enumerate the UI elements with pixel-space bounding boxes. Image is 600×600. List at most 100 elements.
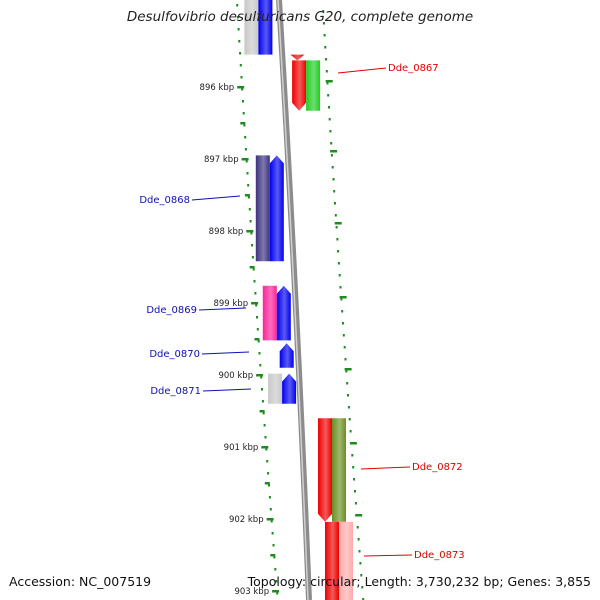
gene-arrow-f-0867-red xyxy=(292,60,307,111)
topology-text: Topology: circular; Length: 3,730,232 bp… xyxy=(247,574,591,589)
tick-dot xyxy=(258,352,261,355)
tick-dot xyxy=(339,286,342,289)
tick-dot xyxy=(276,592,279,595)
gene-arrow-f-0871-blue xyxy=(282,373,297,404)
tick-dot xyxy=(358,550,361,553)
gene-label[interactable]: Dde_0868 xyxy=(139,195,190,206)
minor-tick xyxy=(264,482,270,485)
gene-label[interactable]: Dde_0869 xyxy=(146,305,197,316)
gene-arrow-f-0869-pink xyxy=(262,285,277,341)
tick-dot xyxy=(239,64,242,67)
gene-label[interactable]: Dde_0873 xyxy=(414,550,465,561)
tick-dot xyxy=(270,520,273,523)
major-tick xyxy=(266,518,274,521)
gene-arrow-f-0872-olive xyxy=(332,418,346,522)
tick-dot xyxy=(261,400,264,403)
tick-dot xyxy=(261,388,263,391)
scale-label: 903 kbp xyxy=(234,587,269,597)
tick-dot xyxy=(264,436,267,439)
tick-dot xyxy=(342,334,345,337)
tick-dot xyxy=(251,244,254,247)
tick-dot xyxy=(347,406,350,409)
minor-tick xyxy=(334,222,342,225)
tick-dot xyxy=(335,226,338,229)
tick-dot xyxy=(343,346,346,349)
tick-dot xyxy=(322,22,325,25)
gene-arrow-f-0869-blue xyxy=(276,285,291,341)
tick-dot xyxy=(324,46,327,49)
minor-tick xyxy=(259,410,265,413)
tick-dot xyxy=(361,586,364,589)
gene-arrow-f-top-blue xyxy=(258,0,273,55)
tick-dot xyxy=(272,544,275,547)
tick-dot xyxy=(337,262,340,265)
tick-dot xyxy=(253,280,256,283)
tick-dot xyxy=(352,466,355,469)
tick-dot xyxy=(328,106,330,109)
gene-label[interactable]: Dde_0870 xyxy=(149,349,200,360)
major-tick xyxy=(237,86,245,89)
tick-dot xyxy=(334,202,336,205)
tick-dot xyxy=(266,460,269,463)
tick-dot xyxy=(238,40,241,43)
genome-backbone xyxy=(276,0,312,600)
tick-dot xyxy=(236,16,239,19)
tick-dot xyxy=(334,214,337,217)
scale-label: 899 kbp xyxy=(213,299,248,309)
leader-line xyxy=(191,195,241,201)
tick-dot xyxy=(346,382,349,385)
tick-dot xyxy=(241,88,244,91)
major-tick xyxy=(241,158,249,161)
minor-tick xyxy=(339,296,347,299)
tick-dot xyxy=(332,178,335,181)
gene-label[interactable]: Dde_0871 xyxy=(150,386,201,397)
scale-label: 896 kbp xyxy=(200,83,235,93)
gene-arrow-f-0870-blue xyxy=(279,343,294,368)
minor-tick xyxy=(254,338,260,341)
tick-dot xyxy=(322,10,325,13)
minor-tick xyxy=(330,150,338,153)
tick-dot xyxy=(251,256,254,259)
gene-label[interactable]: Dde_0872 xyxy=(412,462,463,473)
gene-label[interactable]: Dde_0867 xyxy=(388,63,439,74)
leader-line xyxy=(360,466,411,470)
leader-line xyxy=(201,351,250,355)
tick-dot xyxy=(340,298,343,301)
tick-dot xyxy=(323,34,326,37)
major-tick xyxy=(256,374,264,377)
tick-dot xyxy=(248,196,250,199)
tick-dot xyxy=(342,322,344,325)
major-tick xyxy=(261,446,269,449)
minor-tick xyxy=(355,514,363,517)
gene-arrow-f-0867-green xyxy=(306,60,321,111)
tick-dot xyxy=(259,364,262,367)
tick-dot xyxy=(330,142,333,145)
tick-dot xyxy=(267,472,270,475)
tick-dot xyxy=(252,268,255,271)
tick-dot xyxy=(273,556,276,559)
tick-dot xyxy=(344,358,347,361)
tick-dot xyxy=(357,538,360,541)
minor-tick xyxy=(349,442,357,445)
scale-label: 897 kbp xyxy=(204,155,239,165)
minor-tick xyxy=(325,80,333,83)
gene-arrow-f-0873-red xyxy=(325,521,339,600)
scale-label: 901 kbp xyxy=(224,443,259,453)
leader-line xyxy=(198,307,247,311)
tick-dot xyxy=(329,130,332,133)
tick-dot xyxy=(248,208,251,211)
tick-dot xyxy=(265,448,268,451)
tick-marks xyxy=(236,4,365,600)
gene-arrow-f-0871-grey xyxy=(268,373,283,404)
tick-dot xyxy=(240,76,243,79)
minor-tick xyxy=(240,122,246,125)
tick-dot xyxy=(328,118,331,121)
tick-dot xyxy=(246,172,249,175)
tick-dot xyxy=(242,100,244,103)
tick-dot xyxy=(250,232,253,235)
tick-dot xyxy=(260,376,263,379)
minor-tick xyxy=(344,368,352,371)
tick-dot xyxy=(268,496,271,499)
minor-tick xyxy=(244,194,250,197)
backbone-highlight xyxy=(277,0,309,600)
